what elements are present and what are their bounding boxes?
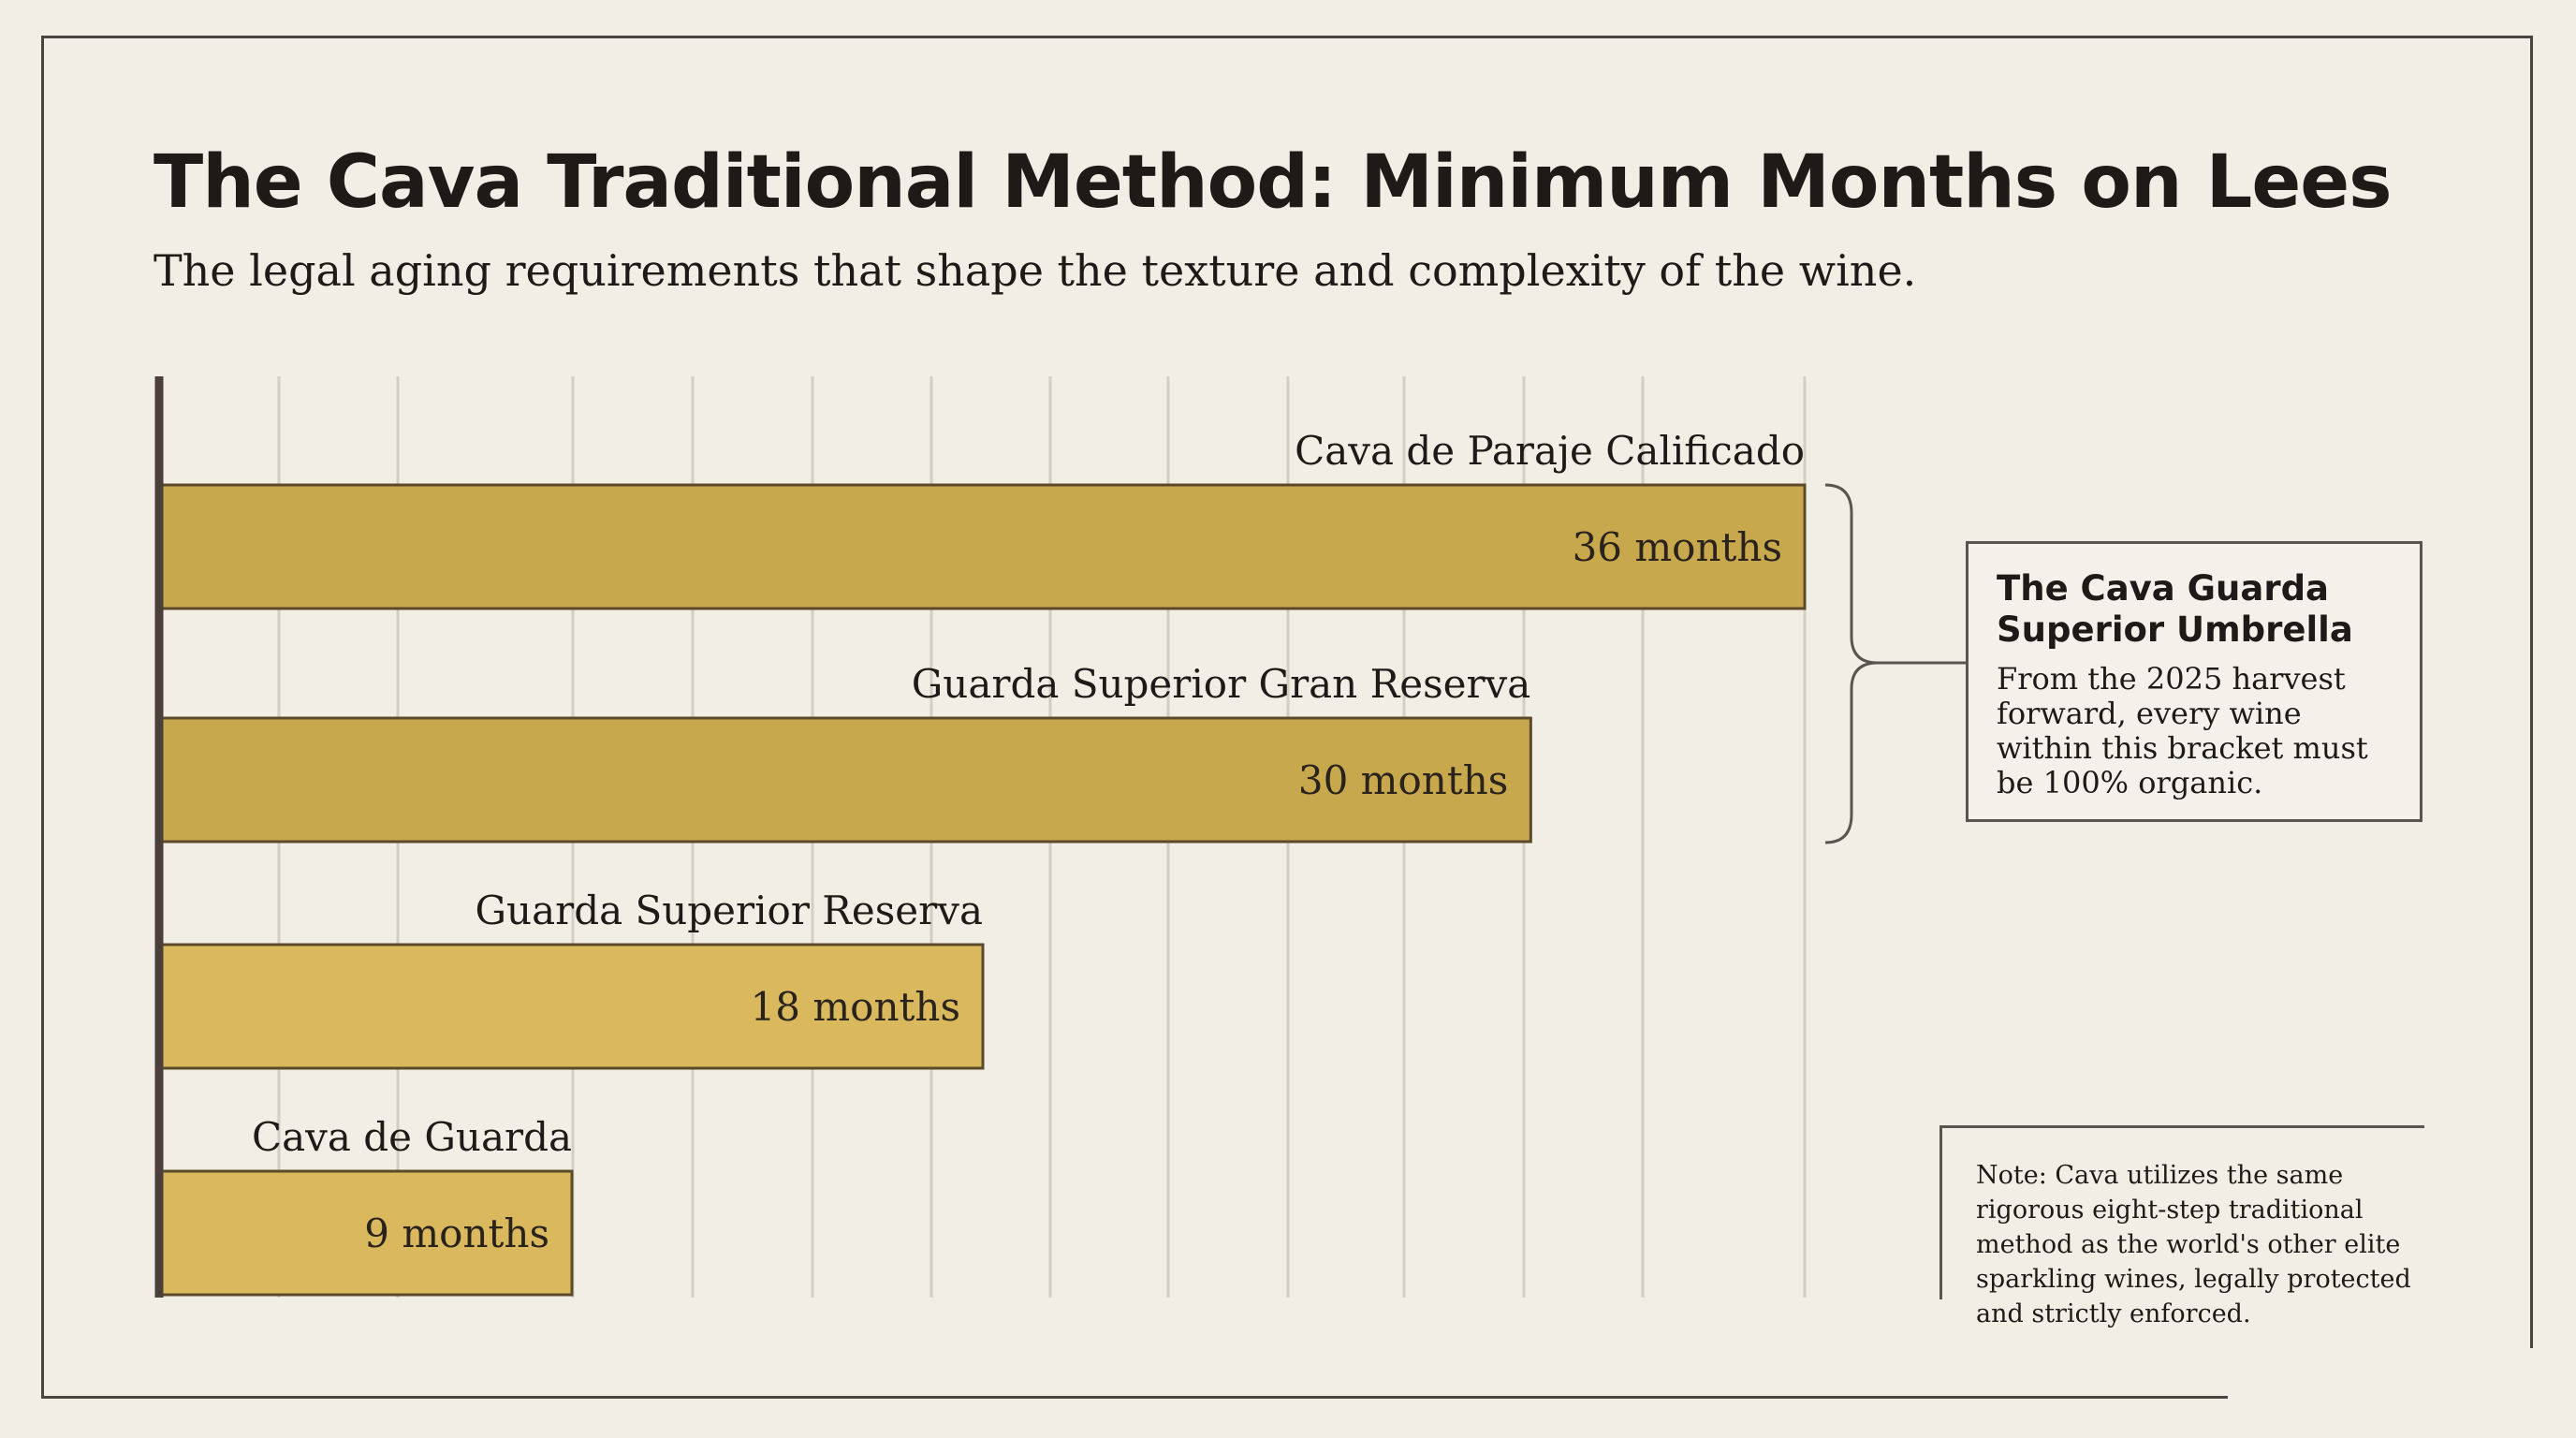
category-label: Cava de Guarda bbox=[252, 1114, 572, 1160]
bar bbox=[159, 1169, 574, 1297]
outer-frame bbox=[41, 36, 2533, 1399]
value-label: 30 months bbox=[1298, 757, 1508, 803]
category-label: Cava de Paraje Calificado bbox=[1295, 428, 1805, 474]
bar bbox=[159, 716, 1532, 844]
method-note: Note: Cava utilizes the same rigorous ei… bbox=[1939, 1125, 2424, 1328]
callout-body: From the 2025 harvest forward, every win… bbox=[1997, 661, 2368, 800]
umbrella-bracket bbox=[1824, 483, 1966, 844]
callout-title: The Cava Guarda Superior Umbrella bbox=[1997, 568, 2353, 650]
value-label: 36 months bbox=[1573, 524, 1782, 570]
bars: Cava de Paraje Calificado 36 months Guarda… bbox=[159, 428, 1807, 1297]
category-label: Guarda Superior Reserva bbox=[475, 888, 983, 933]
category-label: Guarda Superior Gran Reserva bbox=[912, 661, 1531, 707]
bar bbox=[159, 483, 1807, 610]
note-text: Note: Cava utilizes the same rigorous ei… bbox=[1976, 1161, 2411, 1328]
umbrella-callout: The Cava Guarda Superior Umbrella From t… bbox=[1966, 541, 2422, 822]
chart-subtitle: The legal aging requirements that shape … bbox=[154, 245, 1917, 296]
frame-gap-right bbox=[2527, 1348, 2537, 1404]
chart-title: The Cava Traditional Method: Minimum Mon… bbox=[154, 140, 2393, 225]
bracket-icon bbox=[1824, 483, 1966, 844]
value-label: 18 months bbox=[751, 984, 960, 1030]
value-label: 9 months bbox=[364, 1211, 549, 1256]
frame-gap-bottom bbox=[2228, 1393, 2537, 1402]
